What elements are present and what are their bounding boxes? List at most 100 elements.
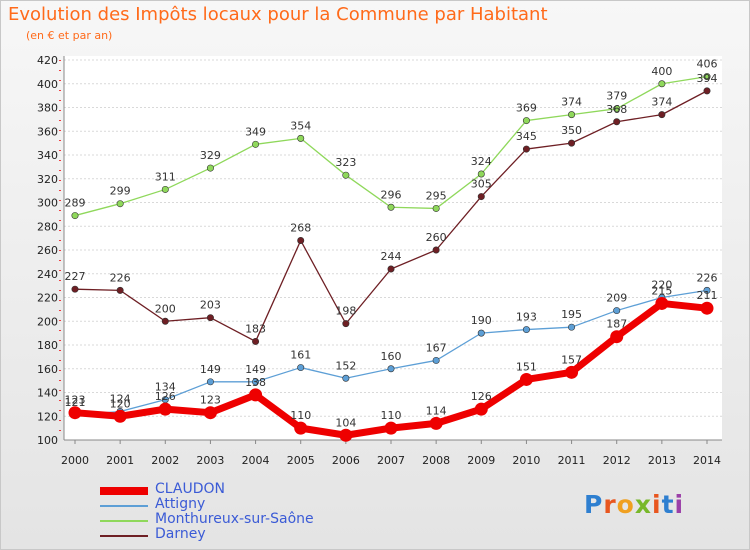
y-tick-label: 280 bbox=[37, 220, 58, 233]
data-point bbox=[387, 203, 395, 211]
legend-swatch bbox=[100, 520, 148, 522]
data-point bbox=[116, 286, 124, 294]
data-point bbox=[387, 365, 395, 373]
data-point bbox=[116, 200, 124, 208]
y-tick-label: 300 bbox=[37, 197, 58, 210]
data-label: 369 bbox=[516, 102, 537, 115]
legend-label: CLAUDON bbox=[155, 481, 225, 497]
y-tick-label: 340 bbox=[37, 149, 58, 162]
data-point bbox=[613, 118, 621, 126]
y-tick-label: 380 bbox=[37, 102, 58, 115]
data-label: 350 bbox=[561, 124, 582, 137]
x-tick-label: 2004 bbox=[242, 454, 270, 467]
data-label: 198 bbox=[335, 305, 356, 318]
data-label: 226 bbox=[697, 271, 718, 284]
data-point bbox=[339, 428, 353, 442]
data-label: 345 bbox=[516, 130, 537, 143]
data-label: 260 bbox=[426, 231, 447, 244]
y-tick-label: 140 bbox=[37, 387, 58, 400]
data-point bbox=[658, 111, 666, 119]
data-point bbox=[568, 111, 576, 119]
x-tick-label: 2001 bbox=[106, 454, 134, 467]
data-point bbox=[68, 406, 82, 420]
data-label: 220 bbox=[651, 279, 672, 292]
data-label: 211 bbox=[697, 289, 718, 302]
y-tick-label: 420 bbox=[37, 54, 58, 67]
data-point bbox=[432, 204, 440, 212]
data-point bbox=[206, 378, 214, 386]
data-point bbox=[522, 326, 530, 334]
data-label: 368 bbox=[606, 103, 627, 116]
data-point bbox=[658, 80, 666, 88]
data-label: 110 bbox=[290, 409, 311, 422]
data-label: 114 bbox=[426, 404, 447, 417]
data-label: 203 bbox=[200, 299, 221, 312]
data-point bbox=[206, 164, 214, 172]
y-tick-label: 200 bbox=[37, 315, 58, 328]
data-point bbox=[432, 246, 440, 254]
legend-swatch bbox=[100, 487, 148, 495]
data-label: 406 bbox=[697, 58, 718, 71]
chart-title: Evolution des Impôts locaux pour la Comm… bbox=[8, 4, 548, 25]
legend-label: Monthureux-sur-Saône bbox=[155, 511, 314, 527]
data-point bbox=[703, 87, 711, 95]
data-point bbox=[203, 406, 217, 420]
x-tick-label: 2012 bbox=[603, 454, 631, 467]
data-label: 183 bbox=[245, 322, 266, 335]
data-point bbox=[613, 105, 621, 113]
data-point bbox=[252, 337, 260, 345]
x-tick-label: 2000 bbox=[61, 454, 89, 467]
data-point bbox=[522, 117, 530, 125]
data-label: 126 bbox=[155, 390, 176, 403]
data-label: 295 bbox=[426, 189, 447, 202]
data-label: 323 bbox=[335, 156, 356, 169]
legend-label: Darney bbox=[155, 526, 206, 542]
data-label: 305 bbox=[471, 178, 492, 191]
proxiti-logo: Proxiti bbox=[584, 490, 684, 519]
y-tick-label: 360 bbox=[37, 125, 58, 138]
x-tick-label: 2008 bbox=[422, 454, 450, 467]
data-point bbox=[477, 193, 485, 201]
x-tick-label: 2006 bbox=[332, 454, 360, 467]
data-point bbox=[252, 378, 260, 386]
data-label: 123 bbox=[200, 394, 221, 407]
data-label: 209 bbox=[606, 292, 627, 305]
data-label: 379 bbox=[606, 90, 627, 103]
logo-letter: t bbox=[661, 490, 675, 519]
logo-letter: r bbox=[603, 490, 617, 519]
data-label: 244 bbox=[381, 250, 402, 263]
data-point bbox=[565, 365, 579, 379]
data-label: 121 bbox=[65, 396, 86, 409]
data-point bbox=[252, 140, 260, 148]
legend-swatch bbox=[100, 535, 148, 537]
data-label: 151 bbox=[516, 360, 537, 373]
data-label: 349 bbox=[245, 125, 266, 138]
data-label: 299 bbox=[110, 185, 131, 198]
data-point bbox=[477, 170, 485, 178]
data-label: 296 bbox=[381, 188, 402, 201]
logo-letter: x bbox=[634, 490, 652, 519]
x-tick-label: 2011 bbox=[558, 454, 586, 467]
data-label: 149 bbox=[245, 363, 266, 376]
data-label: 354 bbox=[290, 119, 311, 132]
data-label: 374 bbox=[561, 96, 582, 109]
legend-swatch bbox=[100, 505, 148, 507]
legend-label: Attigny bbox=[155, 496, 206, 512]
data-label: 195 bbox=[561, 308, 582, 321]
x-tick-label: 2005 bbox=[287, 454, 315, 467]
logo-letter: i bbox=[674, 490, 685, 519]
x-tick-label: 2014 bbox=[693, 454, 721, 467]
x-tick-label: 2002 bbox=[151, 454, 179, 467]
data-point bbox=[297, 134, 305, 142]
data-label: 400 bbox=[651, 65, 672, 78]
data-point bbox=[113, 409, 127, 423]
data-label: 187 bbox=[606, 318, 627, 331]
y-tick-label: 180 bbox=[37, 339, 58, 352]
data-label: 329 bbox=[200, 149, 221, 162]
data-label: 226 bbox=[110, 271, 131, 284]
data-point bbox=[294, 421, 308, 435]
data-label: 110 bbox=[381, 409, 402, 422]
data-point bbox=[700, 301, 714, 315]
data-point bbox=[613, 307, 621, 315]
